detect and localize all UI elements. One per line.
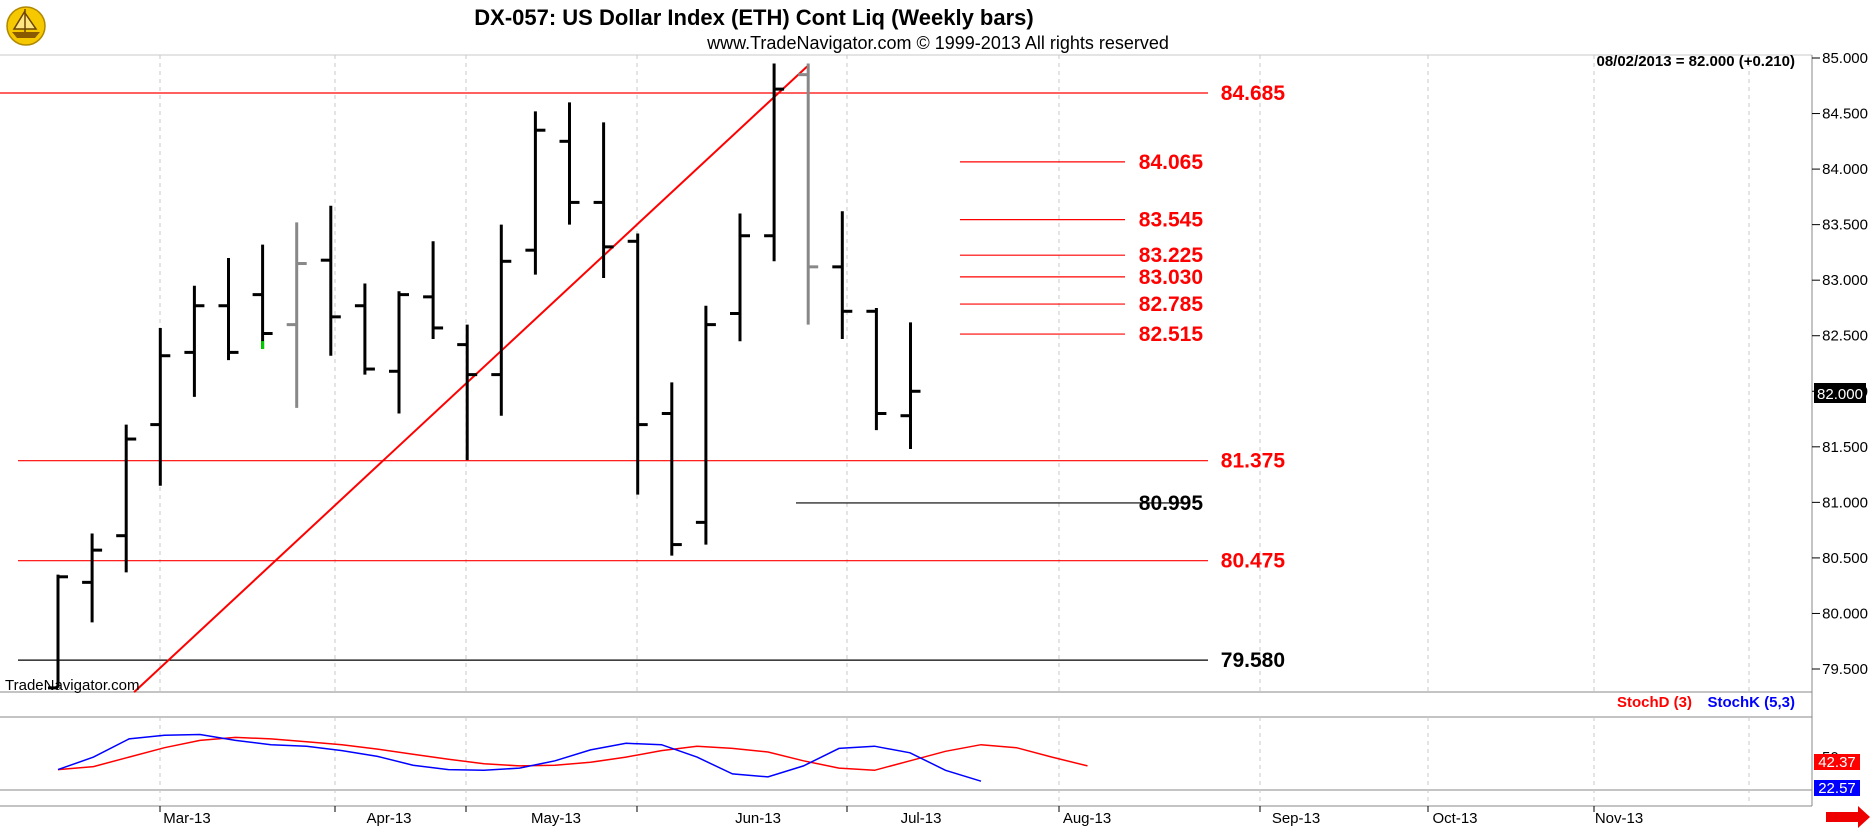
- price-panel: [0, 54, 1812, 693]
- stoch-layer: [57, 733, 1088, 782]
- x-tick-label: Jun-13: [735, 810, 781, 827]
- level-label: 82.515: [1139, 323, 1204, 346]
- bars-layer: [48, 63, 921, 690]
- ohlc-bar: [627, 233, 648, 495]
- y-tick-label: 79.500: [1822, 661, 1868, 678]
- y-tick-label: 84.000: [1822, 161, 1868, 178]
- indicator-panel: [0, 716, 1812, 807]
- level-label: 80.475: [1221, 550, 1286, 573]
- ohlc-bar: [798, 63, 819, 325]
- ohlc-bar: [82, 533, 103, 623]
- ohlc-bar: [764, 63, 785, 262]
- y-tick-label: 84.500: [1822, 106, 1868, 123]
- ohlc-bar: [559, 102, 580, 225]
- ohlc-bar: [866, 307, 887, 431]
- ohlc-bar: [457, 324, 478, 461]
- level-label: 83.030: [1139, 266, 1203, 289]
- grid-layer: [159, 55, 1750, 806]
- x-tick-label: Oct-13: [1432, 810, 1477, 827]
- y-tick-label: 81.000: [1822, 494, 1868, 511]
- legend-stoch-d: StochD (3): [1617, 694, 1692, 711]
- y-tick-label: 83.500: [1822, 217, 1868, 234]
- ohlc-bar: [184, 285, 205, 397]
- level-label: 83.225: [1139, 244, 1204, 267]
- x-tick-label: Sep-13: [1272, 810, 1320, 827]
- ohlc-bar: [150, 327, 171, 486]
- ohlc-bar: [389, 291, 409, 414]
- ohlc-bar: [218, 257, 239, 361]
- x-tick-label: Aug-13: [1063, 810, 1111, 827]
- legend-stoch-k: StochK (5,3): [1707, 694, 1795, 711]
- y-tick-label: 80.000: [1822, 605, 1868, 622]
- ohlc-bar: [900, 322, 921, 450]
- ohlc-bar: [252, 244, 273, 350]
- x-tick-label: May-13: [531, 810, 581, 827]
- level-label: 84.685: [1221, 82, 1286, 105]
- svg-text:22.57: 22.57: [1818, 780, 1856, 797]
- ohlc-bar: [116, 424, 137, 573]
- ohlc-bar: [354, 283, 375, 375]
- scroll-right-arrow-icon[interactable]: [1826, 806, 1870, 828]
- ohlc-bar: [661, 382, 682, 556]
- ohlc-bar: [48, 574, 68, 690]
- level-label: 83.545: [1139, 209, 1204, 232]
- y-tick-label: 81.500: [1822, 439, 1868, 456]
- y-tick-label: 80.500: [1822, 550, 1868, 567]
- sailing-ship-logo-icon: [6, 6, 46, 46]
- y-tick-label: 83.000: [1822, 272, 1868, 289]
- svg-text:42.37: 42.37: [1818, 754, 1856, 771]
- level-label: 82.785: [1139, 293, 1204, 316]
- header-band: [0, 0, 1876, 55]
- trend-line: [133, 65, 808, 693]
- y-tick-label: 85.000: [1822, 50, 1868, 67]
- y-tick-label: 82.500: [1822, 328, 1868, 345]
- stoch-d-badge: 42.37: [1814, 754, 1860, 771]
- price-badge: 82.000: [1814, 383, 1866, 403]
- ohlc-bar: [832, 211, 853, 340]
- level-label: 81.375: [1221, 450, 1286, 473]
- trend-layer: [133, 65, 808, 693]
- stoch-k-badge: 22.57: [1814, 780, 1860, 797]
- stoch-d-line: [57, 736, 1088, 772]
- chart-subtitle: www.TradeNavigator.com © 1999-2013 All r…: [706, 33, 1169, 53]
- level-label: 79.580: [1221, 649, 1285, 672]
- x-tick-label: Mar-13: [163, 810, 211, 827]
- ohlc-bar: [525, 111, 546, 275]
- x-axis: Mar-13 Apr-13 May-13 Jun-13 Jul-13 Aug-13 Sep-…: [159, 806, 1643, 827]
- svg-text:82.000: 82.000: [1817, 386, 1863, 403]
- x-tick-label: Nov-13: [1595, 810, 1643, 827]
- x-tick-label: Apr-13: [366, 810, 411, 827]
- stoch-k-line: [57, 733, 982, 782]
- ohlc-bar: [320, 205, 341, 356]
- ohlc-bar: [593, 122, 614, 278]
- last-quote: 08/02/2013 = 82.000 (+0.210): [1596, 53, 1795, 70]
- y-axis: 79.500 80.000 80.500 81.000 81.500 82.000 82.5…: [1812, 50, 1868, 678]
- ohlc-bar: [286, 222, 307, 408]
- x-tick-label: Jul-13: [901, 810, 942, 827]
- ohlc-bar: [423, 241, 444, 340]
- level-label: 84.065: [1139, 151, 1204, 174]
- ohlc-bar: [491, 224, 512, 416]
- ohlc-bar: [730, 213, 750, 342]
- watermark: TradeNavigator.com: [5, 677, 140, 694]
- level-label: 80.995: [1139, 492, 1204, 515]
- ohlc-bar: [695, 305, 716, 545]
- chart-title: DX-057: US Dollar Index (ETH) Cont Liq (…: [474, 5, 1033, 30]
